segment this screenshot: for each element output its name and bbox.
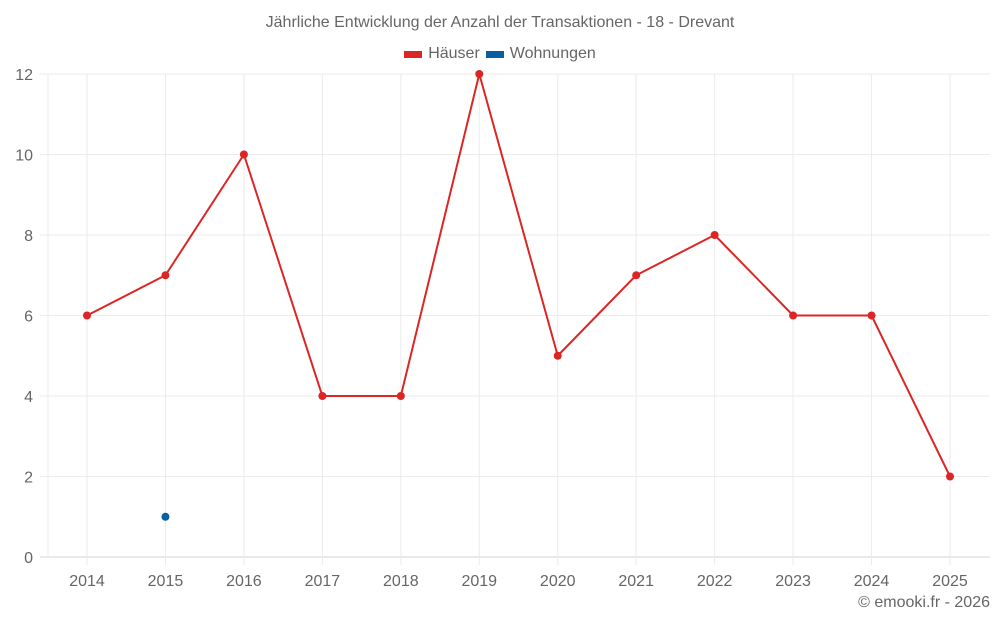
x-tick-label: 2024 (854, 573, 890, 590)
data-point[interactable] (553, 351, 562, 360)
x-tick-label: 2021 (618, 573, 654, 590)
chart-legend: Häuser Wohnungen (0, 45, 1000, 63)
x-tick-label: 2019 (461, 573, 497, 590)
x-tick-label: 2017 (305, 573, 341, 590)
data-point[interactable] (161, 512, 170, 521)
x-tick-label: 2020 (540, 573, 576, 590)
y-tick-label: 6 (24, 309, 33, 326)
y-tick-label: 8 (24, 228, 33, 245)
series-line (86, 73, 951, 477)
x-tick-label: 2018 (383, 573, 419, 590)
y-tick-label: 0 (24, 550, 33, 567)
x-tick-label: 2014 (69, 573, 105, 590)
x-tick-label: 2022 (697, 573, 733, 590)
data-point[interactable] (710, 231, 719, 239)
data-point[interactable] (632, 271, 641, 280)
credit-text: © emooki.fr - 2026 (858, 594, 990, 611)
data-point[interactable] (239, 150, 248, 159)
legend-item-haeuser[interactable]: Häuser (404, 45, 480, 63)
chart-title: Jährliche Entwicklung der Anzahl der Tra… (265, 14, 735, 31)
data-point[interactable] (318, 392, 327, 400)
data-point[interactable] (83, 311, 91, 320)
legend-swatch-haeuser (404, 50, 423, 58)
data-point[interactable] (867, 311, 876, 320)
y-tick-label: 12 (15, 67, 33, 84)
legend-swatch-wohnungen (485, 50, 504, 58)
x-tick-label: 2016 (226, 573, 262, 590)
x-tick-label: 2015 (148, 573, 184, 590)
data-point[interactable] (161, 271, 170, 280)
data-point[interactable] (946, 472, 954, 481)
y-tick-label: 2 (24, 470, 33, 487)
data-point[interactable] (475, 70, 484, 78)
y-tick-label: 10 (15, 148, 33, 165)
x-tick-label: 2025 (932, 573, 968, 590)
legend-label-wohnungen: Wohnungen (509, 45, 596, 62)
legend-label-haeuser: Häuser (428, 45, 480, 62)
y-tick-label: 4 (24, 389, 33, 406)
data-point[interactable] (396, 392, 405, 400)
x-tick-label: 2023 (775, 573, 811, 590)
legend-item-wohnungen[interactable]: Wohnungen (485, 45, 596, 63)
data-point[interactable] (789, 311, 798, 320)
